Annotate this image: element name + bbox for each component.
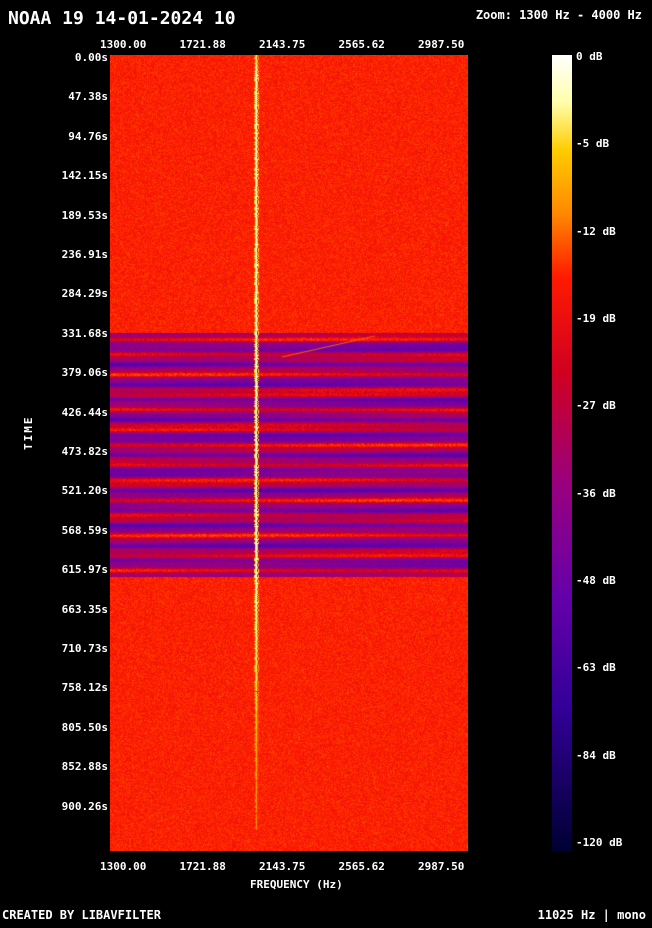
colorbar-tick: -84 dB (576, 749, 616, 762)
y-tick: 473.82s (62, 445, 108, 458)
y-tick: 521.20s (62, 484, 108, 497)
y-tick: 758.12s (62, 681, 108, 694)
y-tick: 615.97s (62, 563, 108, 576)
y-tick: 189.53s (62, 209, 108, 222)
x-tick: 2987.50 (418, 38, 464, 51)
y-tick: 284.29s (62, 287, 108, 300)
colorbar-tick: -63 dB (576, 661, 616, 674)
y-axis-label: TIME (22, 416, 35, 451)
x-tick: 1300.00 (100, 860, 146, 873)
colorbar-tick: -19 dB (576, 312, 616, 325)
x-tick: 1300.00 (100, 38, 146, 51)
y-tick: 47.38s (68, 90, 108, 103)
colorbar-tick: 0 dB (576, 50, 603, 63)
x-tick: 2565.62 (339, 860, 385, 873)
footer-right: 11025 Hz | mono (538, 908, 646, 922)
y-tick: 94.76s (68, 130, 108, 143)
x-axis-label: FREQUENCY (Hz) (250, 878, 343, 891)
y-tick: 900.26s (62, 800, 108, 813)
y-tick: 710.73s (62, 642, 108, 655)
y-tick: 852.88s (62, 760, 108, 773)
colorbar-tick: -5 dB (576, 137, 609, 150)
y-tick: 663.35s (62, 603, 108, 616)
x-tick: 1721.88 (180, 38, 226, 51)
spectrogram-heatmap (110, 55, 468, 851)
y-tick: 0.00s (75, 51, 108, 64)
y-tick: 379.06s (62, 366, 108, 379)
colorbar-tick: -48 dB (576, 574, 616, 587)
y-axis-ticks: 0.00s 47.38s 94.76s 142.15s 189.53s 236.91s 28… (50, 51, 108, 851)
footer-left: CREATED BY LIBAVFILTER (2, 908, 161, 922)
y-tick: 568.59s (62, 524, 108, 537)
y-tick: 331.68s (62, 327, 108, 340)
y-tick: 236.91s (62, 248, 108, 261)
colorbar-ticks: 0 dB -5 dB -12 dB -19 dB -27 dB -36 dB -48 dB -… (576, 50, 634, 856)
x-tick: 2143.75 (259, 860, 305, 873)
zoom-label: Zoom: 1300 Hz - 4000 Hz (476, 8, 642, 22)
plot-title: NOAA 19 14-01-2024 10 (8, 8, 236, 29)
x-tick: 2565.62 (339, 38, 385, 51)
x-tick: 1721.88 (180, 860, 226, 873)
colorbar-tick: -120 dB (576, 836, 622, 849)
y-tick: 805.50s (62, 721, 108, 734)
x-tick: 2143.75 (259, 38, 305, 51)
y-tick: 426.44s (62, 406, 108, 419)
colorbar-tick: -36 dB (576, 487, 616, 500)
colorbar (552, 55, 572, 851)
colorbar-tick: -12 dB (576, 225, 616, 238)
y-tick: 142.15s (62, 169, 108, 182)
colorbar-tick: -27 dB (576, 399, 616, 412)
x-tick: 2987.50 (418, 860, 464, 873)
